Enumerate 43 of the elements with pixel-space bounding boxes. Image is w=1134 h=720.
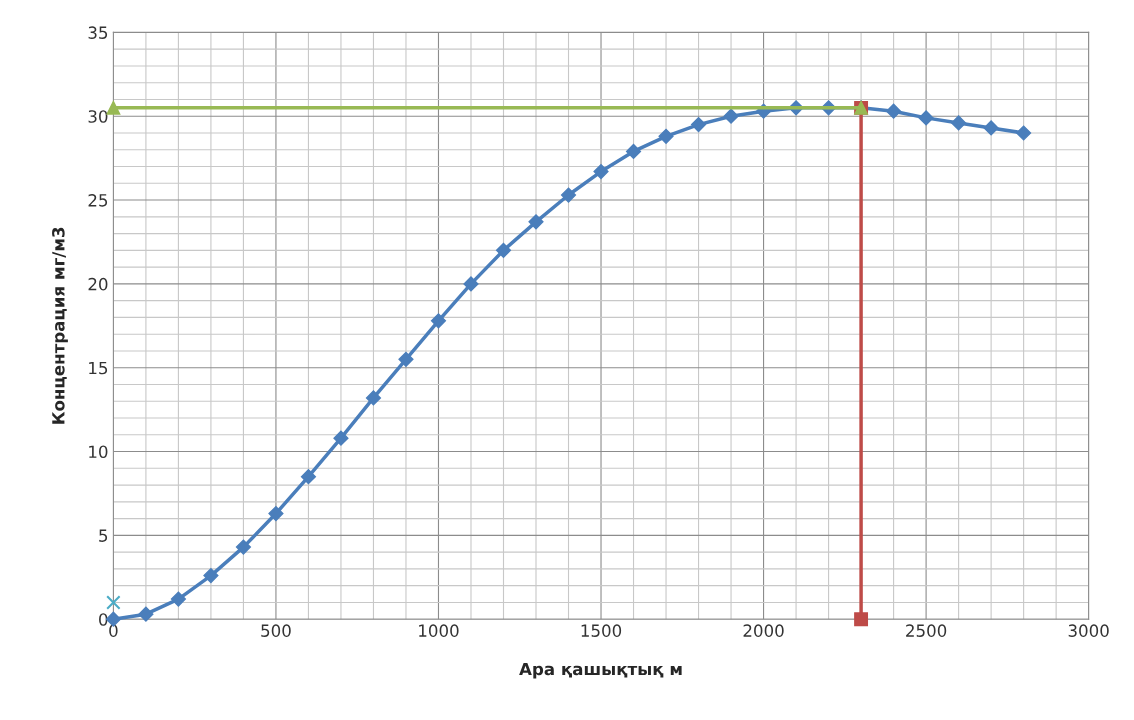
point <box>398 351 414 367</box>
point <box>1016 125 1032 141</box>
point <box>170 591 186 607</box>
point <box>625 143 642 160</box>
point <box>593 163 609 180</box>
y-tick-label: 10 <box>89 445 108 459</box>
y-axis-title: Концентрация мг/м3 <box>52 227 68 424</box>
x-tick-label: 2500 <box>906 624 947 637</box>
y-tick-label: 5 <box>99 529 108 542</box>
y-tick-label: 30 <box>88 110 108 123</box>
point <box>235 539 252 555</box>
y-tick-label: 15 <box>89 361 108 375</box>
point <box>365 390 382 406</box>
point <box>690 117 707 133</box>
point <box>333 430 349 446</box>
point <box>658 128 674 144</box>
point <box>723 108 739 124</box>
x-axis-title: Ара қашықтық м <box>519 662 682 679</box>
point <box>495 242 512 258</box>
point <box>983 120 999 136</box>
x-tick-label: 1000 <box>419 624 459 637</box>
y-tick-label: 25 <box>88 194 108 207</box>
point <box>463 276 479 292</box>
point <box>268 506 284 522</box>
x-tick-label: 2000 <box>743 624 784 637</box>
y-tick-label: 0 <box>99 613 108 626</box>
point <box>430 313 447 329</box>
point <box>300 469 317 485</box>
point <box>138 606 154 622</box>
x-tick-label: 1500 <box>581 624 622 637</box>
point <box>106 595 121 610</box>
point <box>203 568 219 584</box>
point <box>528 214 544 230</box>
x-tick-label: 500 <box>261 624 291 637</box>
point <box>854 612 869 627</box>
x-tick-label: 3000 <box>1068 624 1109 637</box>
point <box>106 100 121 115</box>
point <box>918 110 934 126</box>
point <box>886 103 902 119</box>
point <box>560 187 577 203</box>
y-tick-label: 20 <box>88 277 108 291</box>
y-tick-label: 35 <box>88 26 108 39</box>
point <box>951 115 967 131</box>
